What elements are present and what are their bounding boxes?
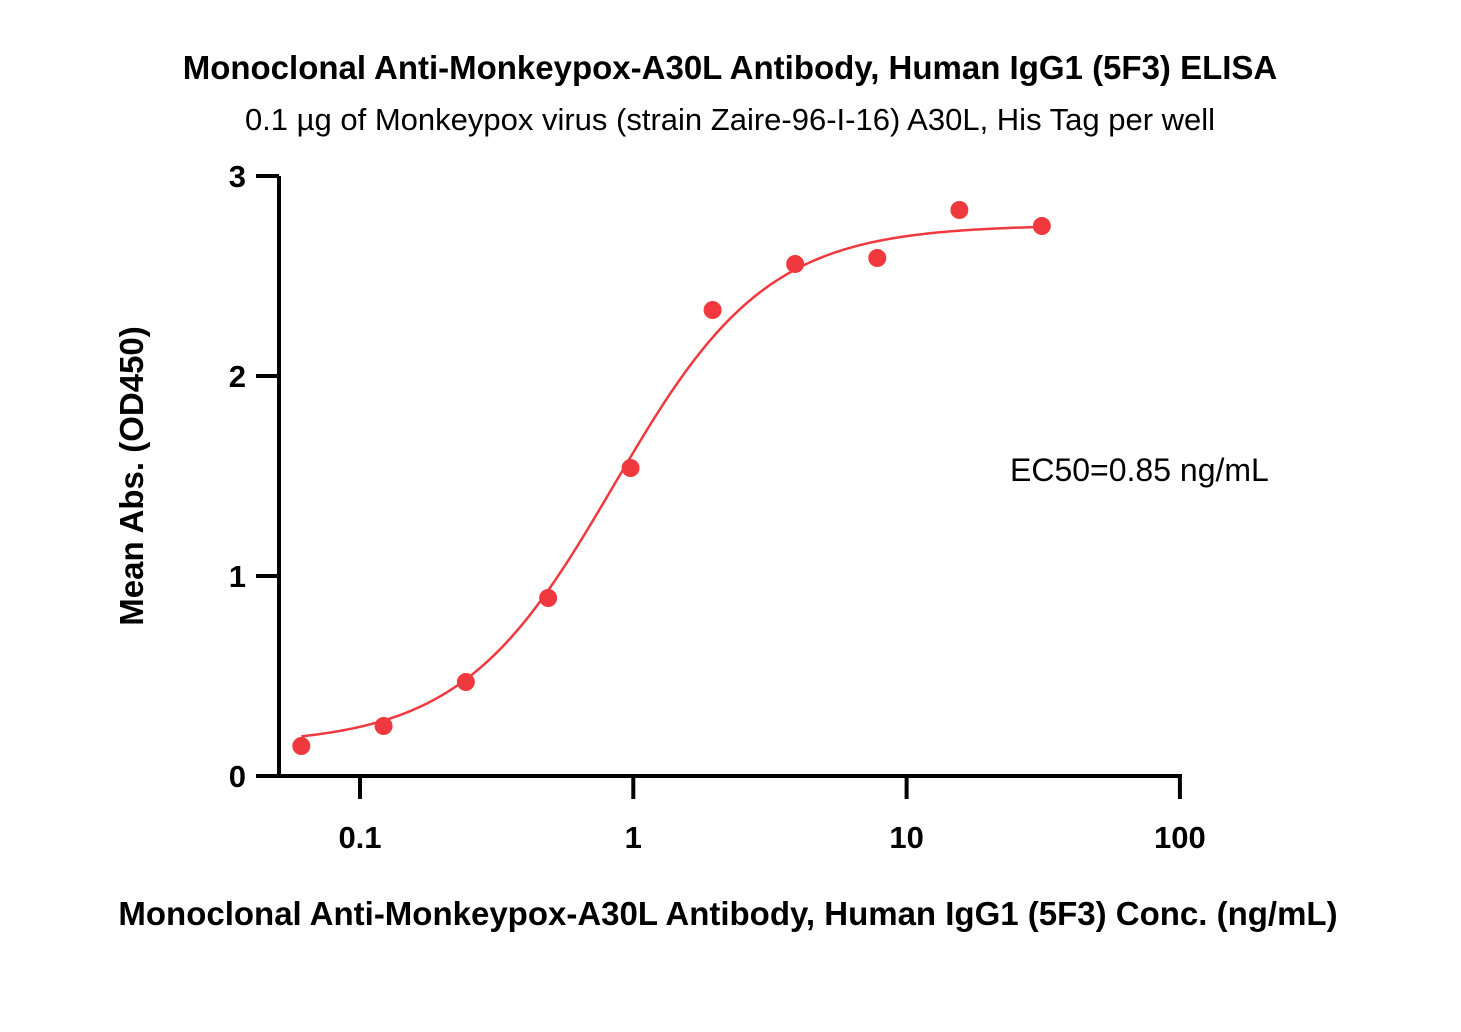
x-tick-label: 1 <box>625 820 642 855</box>
y-tick-label: 2 <box>229 359 246 394</box>
y-tick-label: 0 <box>229 759 246 794</box>
x-axis-label: Monoclonal Anti-Monkeypox-A30L Antibody,… <box>118 895 1337 932</box>
data-point <box>868 249 887 267</box>
x-tick-label: 10 <box>889 820 923 855</box>
y-axis-ticks: 0 1 2 3 <box>229 159 279 794</box>
data-points <box>292 201 1051 755</box>
y-axis-label: Mean Abs. (OD450) <box>113 326 150 626</box>
data-point <box>786 255 805 273</box>
data-point <box>703 301 722 319</box>
data-point <box>456 673 475 691</box>
chart-title: Monoclonal Anti-Monkeypox-A30L Antibody,… <box>183 49 1278 86</box>
data-point <box>374 717 393 735</box>
x-axis-ticks: 0.1 1 10 100 <box>338 776 1206 855</box>
ec50-annotation: EC50=0.85 ng/mL <box>1010 452 1269 488</box>
y-tick-label: 3 <box>229 159 246 194</box>
fit-curve-4pl <box>301 225 1042 738</box>
data-point <box>292 737 311 755</box>
x-tick-label: 0.1 <box>338 820 381 855</box>
data-point <box>621 459 640 477</box>
x-tick-label: 100 <box>1154 820 1206 855</box>
data-point <box>1032 217 1051 235</box>
axes <box>258 176 1182 778</box>
chart-subtitle: 0.1 µg of Monkeypox virus (strain Zaire-… <box>245 102 1215 137</box>
y-tick-label: 1 <box>229 559 246 594</box>
data-point <box>539 589 558 607</box>
data-point <box>950 201 969 219</box>
